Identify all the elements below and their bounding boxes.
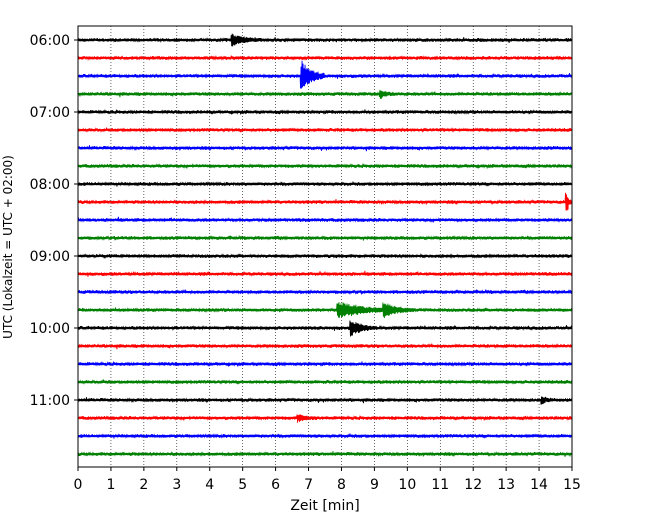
trace-row-14	[77, 289, 573, 295]
trace-row-21	[77, 414, 573, 423]
y-tick-label: 07:00	[30, 105, 70, 121]
x-tick-label: 1	[106, 477, 115, 493]
trace-row-1	[77, 55, 573, 61]
x-tick-label: 6	[271, 477, 280, 493]
trace-row-8	[77, 181, 573, 187]
x-tick-label: 0	[74, 477, 83, 493]
x-axis-ticks: 0 1 2 3 4 5 6 7 8 9 10 11 12 13 14 15	[74, 467, 581, 493]
x-axis-label: Zeit [min]	[290, 498, 359, 514]
trace-row-7	[77, 163, 573, 169]
trace-row-3	[77, 89, 573, 99]
x-tick-label: 7	[304, 477, 313, 493]
y-tick-label: 09:00	[30, 249, 70, 265]
x-tick-label: 15	[563, 477, 581, 493]
y-tick-label: 06:00	[30, 33, 70, 49]
y-tick-label: 10:00	[30, 321, 70, 337]
trace-row-4	[77, 109, 573, 115]
x-tick-label: 14	[530, 477, 548, 493]
trace-row-16	[77, 320, 573, 337]
x-tick-label: 5	[238, 477, 247, 493]
y-tick-label: 11:00	[30, 393, 70, 409]
x-tick-label: 13	[497, 477, 515, 493]
x-tick-label: 11	[431, 477, 449, 493]
trace-row-2	[77, 60, 573, 89]
trace-row-15	[77, 302, 573, 318]
x-tick-label: 12	[464, 477, 482, 493]
x-tick-label: 4	[205, 477, 214, 493]
trace-row-11	[77, 235, 573, 241]
trace-row-23	[77, 451, 573, 457]
trace-row-22	[77, 433, 573, 439]
trace-row-19	[77, 379, 573, 385]
trace-row-13	[77, 270, 573, 277]
trace-row-6	[77, 145, 573, 152]
trace-row-12	[77, 253, 573, 259]
y-axis-ticks: 06:00 07:00 08:00 09:00 10:00 11:00	[30, 33, 78, 409]
seismic-traces	[77, 33, 573, 457]
x-tick-label: 3	[172, 477, 181, 493]
trace-row-17	[77, 343, 573, 350]
x-tick-label: 10	[398, 477, 416, 493]
x-tick-label: 9	[370, 477, 379, 493]
plot-area	[78, 26, 572, 467]
trace-row-5	[77, 127, 573, 133]
trace-row-10	[77, 216, 573, 223]
plot-frame	[77, 25, 573, 468]
y-tick-label: 08:00	[30, 177, 70, 193]
trace-row-9	[77, 192, 573, 211]
trace-row-18	[77, 361, 573, 367]
trace-row-20	[77, 396, 573, 405]
x-tick-label: 2	[139, 477, 148, 493]
y-axis-label: UTC (Lokalzeit = UTC + 02:00)	[1, 155, 15, 339]
x-tick-label: 8	[337, 477, 346, 493]
trace-row-0	[77, 33, 573, 47]
